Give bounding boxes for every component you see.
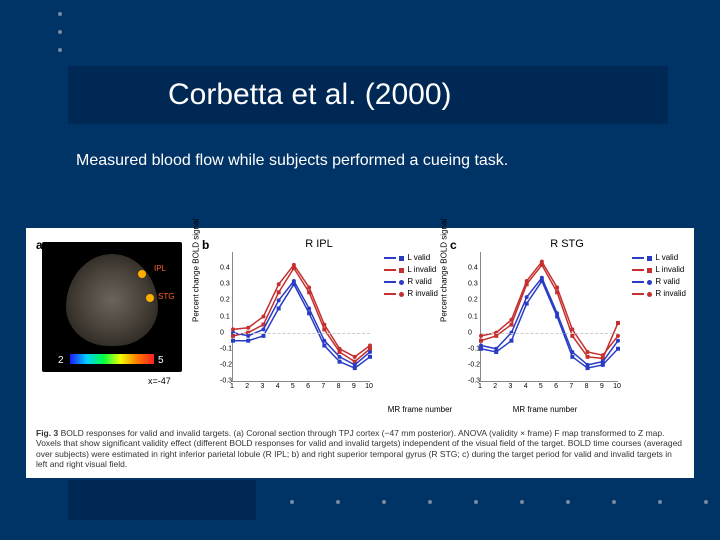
figure-panel: a IPL STG 2 5 x=-47 b R IPL Percent chan…	[26, 228, 694, 478]
footer-bar	[68, 480, 256, 520]
brain-image: IPL STG 2 5	[42, 242, 182, 372]
decorative-dots-bottom	[290, 500, 708, 504]
chart-c-xlabel: MR frame number	[466, 405, 624, 414]
chart-b-plot	[232, 252, 370, 382]
chart-c-rstg: c R STG Percent change BOLD signal L val…	[446, 236, 688, 408]
chart-c-title: R STG	[446, 238, 688, 250]
ipl-marker	[138, 270, 146, 278]
slide-subtitle: Measured blood flow while subjects perfo…	[76, 152, 508, 170]
chart-c-legend: L validL invalidR validR invalid	[632, 252, 686, 300]
chart-c-ylabel: Percent change BOLD signal	[440, 219, 449, 322]
slide-title: Corbetta et al. (2000)	[168, 78, 452, 112]
chart-b-title: R IPL	[198, 238, 440, 250]
colorbar	[70, 354, 154, 364]
caption-lead: Fig. 3	[36, 428, 58, 438]
caption-body: BOLD responses for valid and invalid tar…	[36, 428, 682, 470]
slice-coord: x=-47	[148, 376, 171, 386]
chart-b-legend: L validL invalidR validR invalid	[384, 252, 438, 300]
figure-caption: Fig. 3 BOLD responses for valid and inva…	[36, 428, 684, 471]
stg-label: STG	[158, 292, 174, 301]
colorbar-max: 5	[158, 355, 164, 366]
panel-a-brain: a IPL STG 2 5 x=-47	[32, 236, 192, 408]
ipl-label: IPL	[154, 264, 166, 273]
chart-c-plot	[480, 252, 618, 382]
stg-marker	[146, 294, 154, 302]
title-bar: Corbetta et al. (2000)	[68, 66, 668, 124]
decorative-dots-top	[58, 12, 62, 52]
colorbar-min: 2	[58, 355, 64, 366]
chart-b-ylabel: Percent change BOLD signal	[192, 219, 201, 322]
chart-b-ripl: b R IPL Percent change BOLD signal L val…	[198, 236, 440, 408]
